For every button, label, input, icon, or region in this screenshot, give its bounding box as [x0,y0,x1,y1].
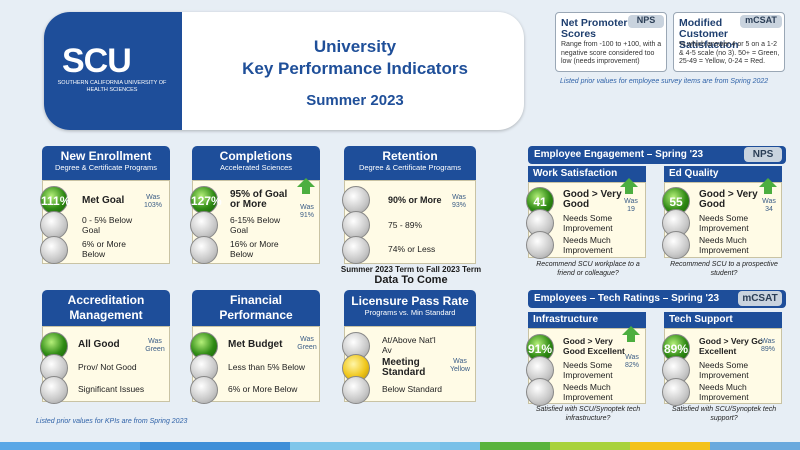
retention-data-note: Data To Come [374,274,448,286]
status-lamp-off [40,376,68,404]
prior-value: Was 93% [451,194,466,209]
stripe-segment [290,442,440,450]
status-lamp-off [190,211,218,239]
nps-tag: NPS [628,15,664,28]
stripe-segment [710,442,800,450]
tech-ratings-header: Employees – Tech Ratings – Spring '23 [528,290,786,308]
status-lamp-off [662,231,690,259]
up-arrow-icon [297,178,315,187]
stripe-segment [440,442,480,450]
up-arrow-icon [620,178,638,187]
retention-note: Summer 2023 Term to Fall 2023 Term [340,265,482,274]
up-arrow-stem [627,335,635,342]
status-lamp-off [342,236,370,264]
up-arrow-icon [759,178,777,187]
prior-value: Was 19 [624,198,638,213]
legend-note: Listed prior values for employee survey … [560,78,769,85]
up-arrow-stem [764,187,772,194]
prior-value: Was Green [297,336,317,351]
stripe-segment [630,442,710,450]
stripe-segment [140,442,290,450]
engagement-header: Employee Engagement – Spring '23 [528,146,786,164]
prior-value: Was 34 [762,198,776,213]
infrastructure-title: Infrastructure [528,312,646,328]
status-lamp-off [40,211,68,239]
status-lamp-off [342,211,370,239]
status-lamp-green: 127% [190,186,222,214]
logo-subtitle: SOUTHERN CALIFORNIA UNIVERSITY OF HEALTH… [57,80,167,93]
up-arrow-stem [625,187,633,194]
status-lamp-off [342,376,370,404]
status-lamp-off [190,376,218,404]
accreditation-title: Accreditation Management [42,290,170,326]
mcsat-legend: Modified Customer Satisfaction mCSAT % w… [673,12,785,72]
work-satisfaction-caption: Recommend SCU workplace to a friend or c… [536,261,640,277]
tech-support-caption: Satisfied with SCU/Synoptek tech support… [671,406,777,422]
kpi-note: Listed prior values for KPIs are from Sp… [36,418,188,425]
mcsat-tag: mCSAT [738,291,782,306]
prior-value: Was Green [145,338,165,353]
page-title: University Key Performance Indicators [242,37,468,78]
status-lamp-off [190,236,218,264]
prior-value: Was 89% [760,338,775,353]
status-lamp-off [526,231,554,259]
stripe-segment [550,442,630,450]
logo-text: SCU [62,42,132,80]
completions-title: Completions Accelerated Sciences [192,146,320,180]
prior-value: Was Yellow [450,358,470,373]
prior-value: Was 103% [144,194,162,209]
status-lamp-off [526,378,554,406]
licensure-title: Licensure Pass Rate Programs vs. Min Stan… [344,290,476,326]
status-lamp-green: 111% [40,186,70,214]
ed-quality-title: Ed Quality [664,166,782,182]
infrastructure-caption: Satisfied with SCU/Synoptek tech infrast… [535,406,641,422]
term-label: Summer 2023 [306,92,404,109]
mcsat-tag: mCSAT [740,15,782,28]
new-enrollment-title: New Enrollment Degree & Certificate Progr… [42,146,170,180]
financial-title: Financial Performance [192,290,320,326]
work-satisfaction-title: Work Satisfaction [528,166,646,182]
stripe-segment [0,442,140,450]
prior-value: Was 91% [299,204,314,219]
nps-tag: NPS [744,147,782,162]
status-lamp-off [40,236,68,264]
tech-support-title: Tech Support [664,312,782,328]
status-lamp-off [342,186,370,214]
nps-legend: Net Promoter Scores NPS Range from -100 … [555,12,667,72]
up-arrow-icon [622,326,640,335]
retention-title: Retention Degree & Certificate Programs [344,146,476,180]
stripe-segment [480,442,550,450]
ed-quality-caption: Recommend SCU to a prospective student? [670,261,778,277]
status-lamp-off [662,378,690,406]
up-arrow-stem [302,187,310,194]
prior-value: Was 82% [624,354,639,369]
scu-logo [44,12,182,130]
